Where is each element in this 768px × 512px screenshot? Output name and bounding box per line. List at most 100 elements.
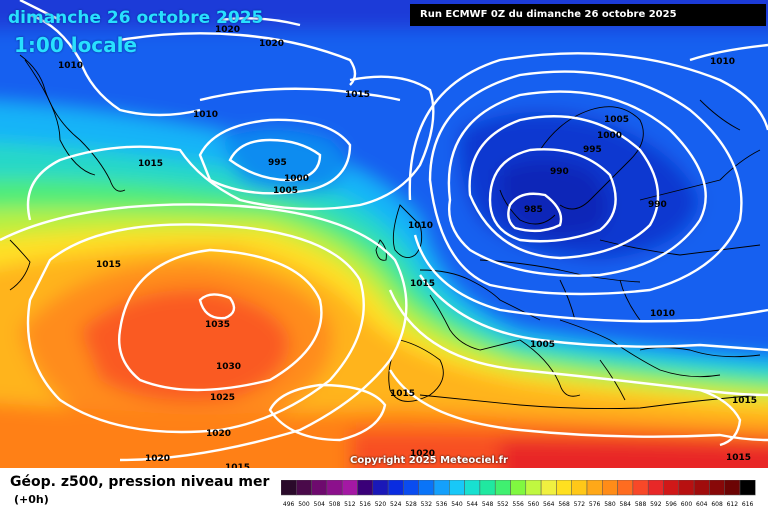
isobar-label: 1020 <box>145 454 170 464</box>
isobar-label: 1015 <box>345 90 370 100</box>
scale-swatch <box>663 480 680 496</box>
scale-swatch <box>433 480 450 496</box>
isobar-label: 1015 <box>726 453 751 463</box>
scale-swatch <box>296 480 312 496</box>
scale-tick-label: 588 <box>635 501 647 508</box>
isobar-label: 1020 <box>215 25 240 35</box>
scale-tick-label: 596 <box>665 501 677 508</box>
scale-tick-label: 496 <box>283 501 295 508</box>
isobar-label: 1010 <box>193 110 218 120</box>
legend-title: Géop. z500, pression niveau mer <box>10 474 270 490</box>
isobar-label: 1020 <box>206 429 231 439</box>
isobar-labels: 1020 1020 1010 1010 1015 1010 1005 1000 … <box>58 25 757 468</box>
scale-swatch <box>602 480 618 496</box>
isobar-label: 1000 <box>284 174 309 184</box>
scale-tick-label: 504 <box>314 501 326 508</box>
scale-tick-label: 564 <box>543 501 555 508</box>
isobar-label: 985 <box>524 205 543 215</box>
scale-swatch <box>341 480 358 496</box>
scale-swatch <box>739 480 756 496</box>
scale-swatch <box>586 480 603 496</box>
isobar-label: 1005 <box>530 340 555 350</box>
scale-tick-label: 500 <box>298 501 310 508</box>
scale-tick-label: 532 <box>421 501 433 508</box>
scale-swatch <box>724 480 741 496</box>
map-time-title: 1:00 locale <box>14 33 138 57</box>
scale-swatch <box>372 480 389 496</box>
isobar-label: 1015 <box>96 260 121 270</box>
isobar-label: 1025 <box>210 393 235 403</box>
isobar-label: 1030 <box>216 362 241 372</box>
isobar-label: 1015 <box>138 159 163 169</box>
scale-tick-label: 512 <box>344 501 356 508</box>
scale-tick-label: 572 <box>574 501 586 508</box>
scale-swatch <box>479 480 496 496</box>
scale-tick-label: 524 <box>390 501 402 508</box>
scale-tick-label: 520 <box>375 501 387 508</box>
scale-tick-label: 552 <box>497 501 509 508</box>
scale-swatch <box>693 480 710 496</box>
isobar-label: 1020 <box>410 449 435 459</box>
isobar-label: 1005 <box>273 186 298 196</box>
scale-tick-label: 544 <box>467 501 479 508</box>
scale-tick-label: 548 <box>482 501 494 508</box>
coastlines <box>9 54 761 410</box>
scale-tick-label: 584 <box>620 501 632 508</box>
scale-swatch <box>326 480 343 496</box>
scale-swatch <box>525 480 542 496</box>
isobar-label: 1015 <box>410 279 435 289</box>
scale-tick-label: 528 <box>405 501 417 508</box>
isobar-label: 1015 <box>390 389 415 399</box>
scale-tick-label: 580 <box>604 501 616 508</box>
scale-swatch <box>311 480 328 496</box>
scale-tick-label: 568 <box>558 501 570 508</box>
legend-subtitle: (+0h) <box>14 493 49 506</box>
isobar-label: 1010 <box>710 57 735 67</box>
scale-tick-label: 604 <box>696 501 708 508</box>
scale-tick-label: 612 <box>727 501 739 508</box>
isobar-label: 995 <box>268 158 287 168</box>
scale-swatch <box>403 480 419 496</box>
isobar-label: 1035 <box>205 320 230 330</box>
weather-map-canvas: 1020 1020 1010 1010 1015 1010 1005 1000 … <box>0 0 768 468</box>
scale-swatch <box>571 480 588 496</box>
isobar-label: 1010 <box>58 61 83 71</box>
scale-swatch <box>418 480 435 496</box>
scale-tick-label: 592 <box>650 501 662 508</box>
scale-tick-label: 516 <box>359 501 371 508</box>
scale-swatch <box>464 480 481 496</box>
scale-tick-label: 600 <box>681 501 693 508</box>
scale-tick-label: 616 <box>742 501 754 508</box>
isobar-label: 1010 <box>650 309 675 319</box>
scale-swatch <box>709 480 725 496</box>
scale-swatch <box>387 480 404 496</box>
scale-swatch <box>510 480 527 496</box>
isobar-label: 1015 <box>225 463 250 468</box>
scale-swatch <box>632 480 649 496</box>
isobar-label: 1020 <box>259 39 284 49</box>
geopotential-field <box>0 0 768 468</box>
isobar-label: 995 <box>583 145 602 155</box>
scale-swatch <box>357 480 374 496</box>
scale-swatch <box>449 480 465 496</box>
isobar-label: 1000 <box>597 131 622 141</box>
scale-tick-label: 608 <box>711 501 723 508</box>
isobar-label: 990 <box>648 200 667 210</box>
isobars <box>0 0 768 460</box>
scale-swatch <box>617 480 634 496</box>
isobar-label: 1010 <box>408 221 433 231</box>
scale-swatch <box>678 480 695 496</box>
scale-swatch <box>556 480 572 496</box>
scale-tick-label: 556 <box>512 501 524 508</box>
weather-map: 1020 1020 1010 1010 1015 1010 1005 1000 … <box>0 0 768 468</box>
copyright-notice: Copyright 2025 Meteociel.fr <box>350 455 508 466</box>
scale-swatch <box>281 480 297 496</box>
scale-tick-label: 576 <box>589 501 601 508</box>
scale-swatch <box>540 480 557 496</box>
isobar-label: 990 <box>550 167 569 177</box>
isobar-label: 1005 <box>604 115 629 125</box>
scale-tick-label: 540 <box>451 501 463 508</box>
run-info-label: Run ECMWF 0Z du dimanche 26 octobre 2025 <box>410 4 766 26</box>
scale-tick-label: 560 <box>528 501 540 508</box>
scale-tick-label: 508 <box>329 501 341 508</box>
